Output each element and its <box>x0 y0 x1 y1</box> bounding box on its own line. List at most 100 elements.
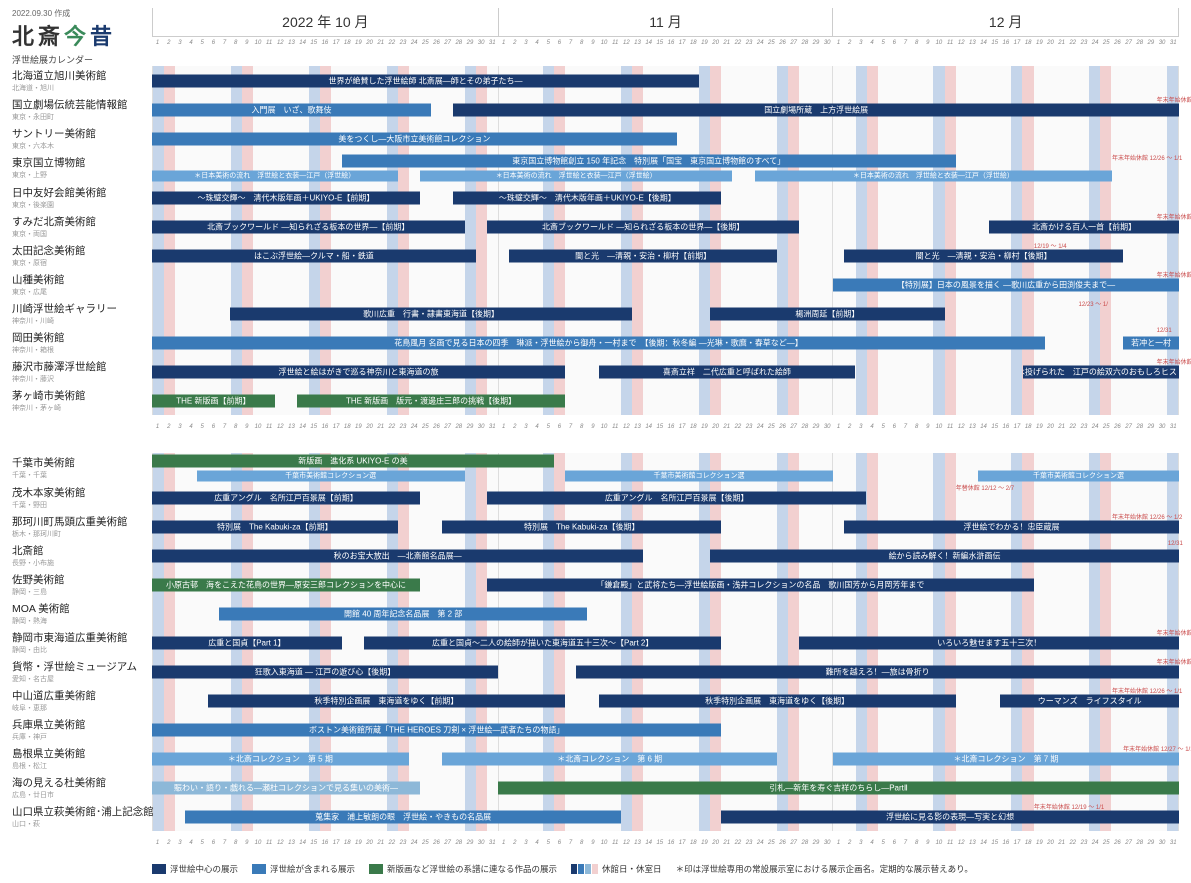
exhibition-bar: 蒐集家 浦上敏朗の眼 浮世絵・やきもの名品展 <box>185 810 620 823</box>
exhibition-bar: 秋季特別企画展 東海道をゆく【後期】 <box>599 694 956 707</box>
exhibition-bar: ボストン美術館所蔵「THE HEROES 刀剣 × 浮世絵―武者たちの物語」 <box>152 723 721 736</box>
museum-row: 山口県立萩美術館･浦上記念館山口・萩蒐集家 浦上敏朗の眼 浮世絵・やきもの名品展… <box>12 802 1179 831</box>
museum-name: 茂木本家美術館 <box>12 485 148 500</box>
museum-location: 愛知・名古屋 <box>12 674 148 684</box>
exhibition-bar: 広重と国貞～二人の絵師が描いた東海道五十三次～【Part 2】 <box>364 636 721 649</box>
created-date: 2022.09.30 作成 <box>12 8 152 19</box>
museum-location: 神奈川・箱根 <box>12 345 148 355</box>
exhibition-bar: 秋季特別企画展 東海道をゆく【前期】 <box>208 694 565 707</box>
museum-row: 中山道広重美術館岐阜・恵那秋季特別企画展 東海道をゆく【前期】秋季特別企画展 東… <box>12 686 1179 715</box>
museum-row: 佐野美術館静岡・三島小原古邨 海をこえた花鳥の世界―原安三郎コレクションを中心に… <box>12 570 1179 599</box>
exhibition-bar: 若冲と一村 <box>1123 336 1179 349</box>
exhibition-bar: ～珠璧交輝～ 清代木版年画＋UKIYO-E【後期】 <box>453 191 721 204</box>
exhibition-bar: 浮世絵と絵はがきで巡る神奈川と東海道の旅 <box>152 365 565 378</box>
exhibition-bar: THE 新版画【前期】 <box>152 394 275 407</box>
exhibition-bar: 広重アングル 名所江戸百景展【前期】 <box>152 491 420 504</box>
museum-row: 兵庫県立美術館兵庫・神戸ボストン美術館所蔵「THE HEROES 刀剣 × 浮世… <box>12 715 1179 744</box>
exhibition-bar: ウーマンズ ライフスタイル <box>1000 694 1179 707</box>
museum-row: サントリー美術館東京・六本木美をつくし―大阪市立美術館コレクション <box>12 124 1179 153</box>
legend: 浮世絵中心の展示 浮世絵が含まれる展示 新版画など浮世絵の系譜に連なる作品の展示… <box>12 855 1179 875</box>
exhibition-bar: 北斎ブックワールド ―知られざる板本の世界―【後期】 <box>487 220 800 233</box>
closure-note: 年末年始休館 12/19 ～ 1/1 <box>1034 802 1104 811</box>
exhibition-bar: 浮世絵に見る影の表現―写実と幻想 <box>721 810 1179 823</box>
exhibition-bar: ＊日本美術の流れ 浮世絵と衣装―江戸（浮世絵） <box>420 170 733 181</box>
museum-row: 岡田美術館神奈川・箱根花鳥風月 名画で見る日本の四季 琳派・浮世絵から御舟・一村… <box>12 328 1179 357</box>
museum-location: 東京・原宿 <box>12 258 148 268</box>
museum-name: 中山道広重美術館 <box>12 688 148 703</box>
museum-location: 兵庫・神戸 <box>12 732 148 742</box>
exhibition-bar: 特別展 The Kabuki-za【後期】 <box>442 520 721 533</box>
museum-location: 静岡・由比 <box>12 645 148 655</box>
museum-name: 北斎館 <box>12 543 148 558</box>
closure-note: 12/31 <box>1168 541 1183 547</box>
museum-location: 神奈川・茅ヶ崎 <box>12 403 148 413</box>
museum-location: 千葉・野田 <box>12 500 148 510</box>
museum-name: 藤沢市藤澤浮世絵館 <box>12 359 148 374</box>
museum-name: 東京国立博物館 <box>12 155 148 170</box>
museum-location: 北海道・旭川 <box>12 83 148 93</box>
exhibition-bar: 特別展 The Kabuki-za【前期】 <box>152 520 398 533</box>
museum-row: 北海道立旭川美術館北海道・旭川世界が絶賛した浮世絵師 北斎展―師とその弟子たち― <box>12 66 1179 95</box>
museum-name: サントリー美術館 <box>12 126 148 141</box>
museum-name: 貨幣・浮世絵ミュージアム <box>12 659 148 674</box>
closure-note: 年末年始休館 12/26 ～ 1/2 <box>1112 512 1182 521</box>
exhibition-bar: 喜斎立祥 二代広重と呼ばれた絵師 <box>599 365 856 378</box>
exhibition-bar: 花鳥風月 名画で見る日本の四季 琳派・浮世絵から御舟・一村まで 【後期：秋冬編 … <box>152 336 1045 349</box>
exhibition-bar: 千葉市美術館コレクション選 <box>565 470 833 481</box>
museum-row: 日中友好会館美術館東京・後楽園 ～珠璧交輝～ 清代木版年画＋UKIYO-E【前期】… <box>12 183 1179 212</box>
exhibition-bar: 国立劇場所蔵 上方浮世絵展 <box>453 103 1179 116</box>
exhibition-bar: 千葉市美術館コレクション選 <box>197 470 465 481</box>
museum-location: 山口・萩 <box>12 819 148 829</box>
day-axis-top: 1234567891011121314151617181920212223242… <box>152 37 1179 49</box>
museum-name: 岡田美術館 <box>12 330 148 345</box>
museum-row: 太田記念美術館東京・原宿はこぶ浮世絵―クルマ・船・鉄道闇と光 ―清親・安治・柳村… <box>12 241 1179 270</box>
museum-location: 広島・廿日市 <box>12 790 148 800</box>
exhibition-bar: 絵から読み解く！新編水滸画伝 <box>710 549 1179 562</box>
museum-row: 貨幣・浮世絵ミュージアム愛知・名古屋狂歌入東海道 ― 江戸の遊び心【後期】難所を… <box>12 657 1179 686</box>
museum-row: 茂木本家美術館千葉・野田広重アングル 名所江戸百景展【前期】 広重アングル 名所江… <box>12 483 1179 512</box>
exhibition-bar: ＊日本美術の流れ 浮世絵と衣装―江戸（浮世絵） <box>152 170 398 181</box>
museum-name: すみだ北斎美術館 <box>12 214 148 229</box>
exhibition-bar: 千葉市美術館コレクション選 <box>978 470 1179 481</box>
museum-name: 海の見える杜美術館 <box>12 775 148 790</box>
exhibition-bar: ～珠璧交輝～ 清代木版年画＋UKIYO-E【前期】 <box>152 191 420 204</box>
museum-location: 静岡・熱海 <box>12 616 148 626</box>
museum-row: すみだ北斎美術館東京・両国北斎ブックワールド ―知られざる板本の世界―【前期】 北… <box>12 212 1179 241</box>
exhibition-bar: ＊北斎コレクション 第 5 期 <box>152 752 409 765</box>
museum-row: 国立劇場伝統芸能情報館東京・永田町入門展 いざ、歌舞伎国立劇場所蔵 上方浮世絵展… <box>12 95 1179 124</box>
exhibition-bar: 闇と光 ―清親・安治・柳村【後期】 <box>844 249 1123 262</box>
museum-row: 北斎館長野・小布施秋のお宝大放出 ―北斎館名品展―絵から読み解く！新編水滸画伝1… <box>12 541 1179 570</box>
museum-row: MOA 美術館静岡・熱海開館 40 周年記念名品展 第 2 部 <box>12 599 1179 628</box>
closure-note: 12/19 ～ 1/4 <box>1034 241 1067 250</box>
exhibition-bar: 広重アングル 名所江戸百景展【後期】 <box>487 491 867 504</box>
museum-row: 千葉市美術館千葉・千葉新版画 進化系 UKIYO-E の美千葉市美術館コレクショ… <box>12 453 1179 483</box>
exhibition-bar: 【特別展】日本の風景を描く ―歌川広重から田渕俊夫まで― <box>833 278 1179 291</box>
closure-note: 年末年始休館 12/29 ～ 1/2 <box>1157 95 1191 104</box>
exhibition-bar: いろいろ魅せます五十三次！ <box>799 636 1179 649</box>
closure-note: 年末年始休館 12/26 ～ 1/1 <box>1112 153 1182 162</box>
museum-row: 島根県立美術館島根・松江＊北斎コレクション 第 5 期＊北斎コレクション 第 6… <box>12 744 1179 773</box>
exhibition-bar: 新版画 進化系 UKIYO-E の美 <box>152 454 554 467</box>
exhibition-bar: 美をつくし―大阪市立美術館コレクション <box>152 132 677 145</box>
museum-name: 佐野美術館 <box>12 572 148 587</box>
exhibition-bar: 歌川広重 行書・隷書東海道【後期】 <box>230 307 632 320</box>
museum-row: 山種美術館東京・広尾【特別展】日本の風景を描く ―歌川広重から田渕俊夫まで―年末… <box>12 270 1179 299</box>
museum-name: 千葉市美術館 <box>12 455 148 470</box>
museum-name: 日中友好会館美術館 <box>12 185 148 200</box>
museum-location: 栃木・那珂川町 <box>12 529 148 539</box>
museum-location: 長野・小布施 <box>12 558 148 568</box>
exhibition-bar: 北斎ブックワールド ―知られざる板本の世界―【前期】 <box>152 220 465 233</box>
museum-row: 静岡市東海道広重美術館静岡・由比広重と国貞【Part 1】広重と国貞～二人の絵師… <box>12 628 1179 657</box>
museum-row: 藤沢市藤澤浮世絵館神奈川・藤沢浮世絵と絵はがきで巡る神奈川と東海道の旅喜斎立祥 … <box>12 357 1179 386</box>
closure-note: 年末年始休館 12/29 ～ 1/3 <box>1157 357 1191 366</box>
museum-location: 東京・両国 <box>12 229 148 239</box>
exhibition-bar: ＊北斎コレクション 第 6 期 <box>442 752 777 765</box>
museum-location: 千葉・千葉 <box>12 470 148 480</box>
museum-location: 島根・松江 <box>12 761 148 771</box>
museum-name: 兵庫県立美術館 <box>12 717 148 732</box>
museum-location: 東京・後楽園 <box>12 200 148 210</box>
month-header: 2022 年 10 月11 月12 月 <box>152 8 1179 37</box>
museum-name: MOA 美術館 <box>12 601 148 616</box>
museum-name: 那珂川町馬頭広重美術館 <box>12 514 148 529</box>
exhibition-bar: 東京国立博物館創立 150 年記念 特別展「国宝 東京国立博物館のすべて」 <box>342 154 956 167</box>
